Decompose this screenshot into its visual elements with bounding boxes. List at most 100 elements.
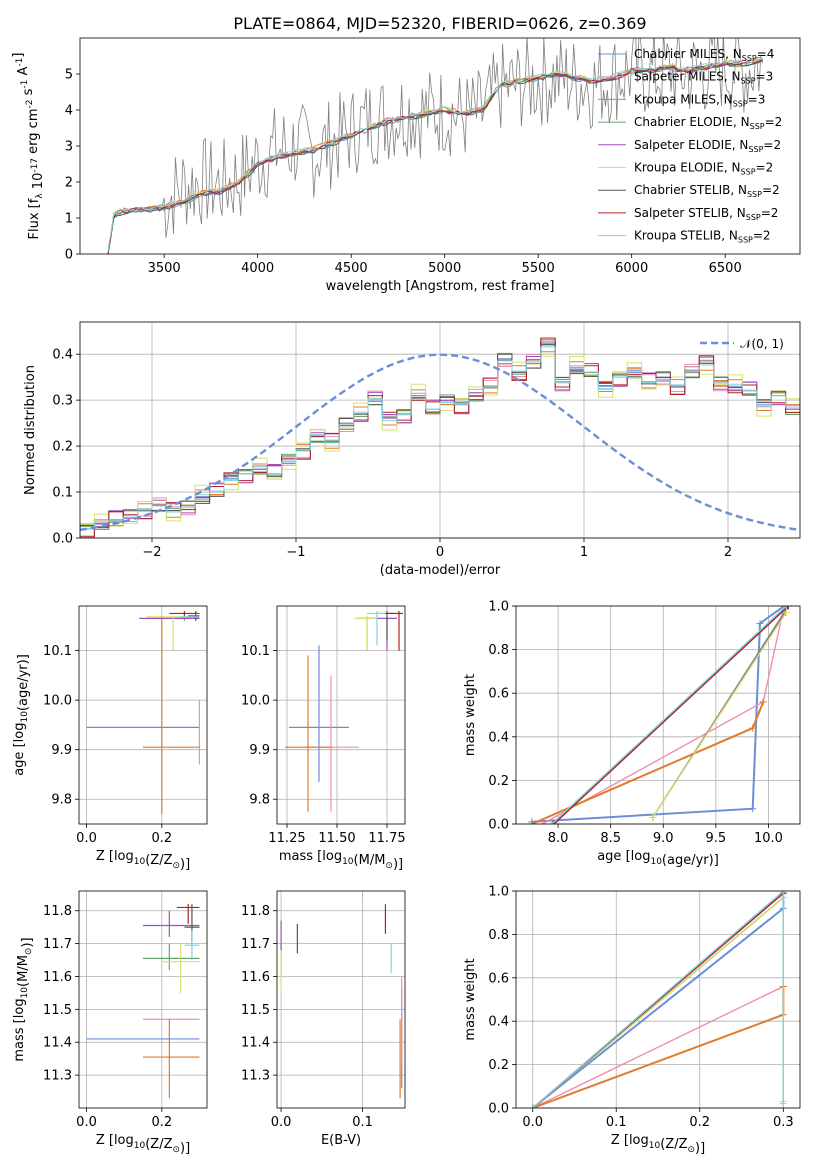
axis-label-part: Flux [ (27, 203, 42, 239)
massweight-marker (759, 698, 767, 706)
chart-age-vs-Z: 0.0 0.29.89.910.010.1Z [log10(Z/Z⊙)]age [… (12, 605, 208, 872)
y-tick-label: 11.5 (241, 1003, 270, 1018)
massweight-marker (548, 820, 556, 824)
errorbar-8 (367, 610, 385, 646)
axis-label-part: age [ (12, 742, 27, 775)
axis-label-part: log (322, 849, 342, 864)
axis-label-part: -2 (25, 100, 35, 109)
axis-label-part: log (12, 723, 27, 743)
errorbar-7 (387, 610, 403, 651)
chart-mass-vs-Z: 0.0 0.211.311.411.511.611.711.8Z [log10(Z… (12, 890, 208, 1156)
plot-area (80, 337, 800, 538)
legend-subscript: SSP (746, 213, 761, 222)
y-tick-label: 0.0 (488, 1102, 509, 1117)
massweight-marker (538, 820, 546, 824)
axis-label-part: log (629, 1133, 649, 1148)
axis-label-part: 10 (342, 857, 354, 867)
axis-label-part: mass [ (279, 849, 322, 864)
axis-label-part: Z [ (611, 1133, 629, 1148)
axis-label-part: log (631, 849, 651, 864)
y-tick-label: 5 (65, 68, 73, 83)
x-tick-label: −2 (142, 545, 161, 560)
errorbar-0 (289, 645, 349, 782)
massweight-marker (779, 1100, 787, 1108)
axis-label-part: ⊙ (172, 1145, 180, 1155)
axis-label-part: log (114, 1133, 134, 1148)
massweight-line-8 (532, 891, 784, 1108)
chart-massweight-vs-age: 8.0 8.5 9.0 9.5 10.0 0.0 0.2 0.4 0.6 0.8 1.0 age [l… (463, 600, 801, 868)
legend-model-name: Chabrier MILES, N (634, 47, 742, 61)
y-tick-label: 1.0 (488, 600, 509, 615)
axis-label-part: mass [ (12, 1018, 27, 1061)
x-tick-label: 8.0 (548, 831, 569, 846)
massweight-marker (528, 820, 536, 824)
x-tick-label: 0.1 (606, 1115, 627, 1130)
errorbar-6 (188, 610, 200, 621)
y-tick-label: 0.0 (52, 532, 73, 547)
x-tick-label: 10.0 (754, 831, 783, 846)
axes-frame (79, 37, 801, 255)
legend-label-1: Salpeter MILES, NSSP=3 (634, 70, 773, 86)
massweight-marker (779, 891, 787, 895)
axis-label-part: wavelength [Angstrom, rest frame] (326, 279, 555, 294)
y-axis-label: age [log10(age/yr)] (12, 654, 31, 776)
chart-residuals: −2 −1 0 1 2 0.0 0.1 0.2 0.3 0.4 (data-model)/error… (23, 321, 801, 578)
legend-model-name: Chabrier STELIB, N (634, 183, 747, 197)
axis-label-part: M (374, 853, 385, 868)
x-tick-label: −1 (286, 545, 305, 560)
legend-nssp-value: =3 (756, 70, 774, 84)
errorbar-2 (143, 1019, 200, 1099)
y-tick-label: 0.6 (488, 971, 509, 986)
axis-label-part: (age/yr)] (662, 853, 719, 868)
legend-subscript: SSP (747, 190, 762, 199)
y-tick-label: 10.1 (241, 644, 270, 659)
y-tick-label: 11.3 (241, 1069, 270, 1084)
y-tick-label: 1 (65, 212, 73, 227)
y-tick-label: 10.0 (241, 694, 270, 709)
massweight-marker (749, 724, 757, 732)
y-tick-label: 9.9 (51, 743, 72, 758)
y-tick-label: 0.2 (488, 1058, 509, 1073)
y-axis-label: Flux [fλ 10-17 erg cm-2 s-1 A-1] (11, 53, 46, 240)
axis-label-part: Z (164, 1137, 173, 1152)
legend-model-name: Kroupa MILES, N (634, 92, 733, 106)
x-tick-label: 4500 (335, 261, 368, 276)
y-tick-label: 0.8 (488, 928, 509, 943)
errorbar-7 (169, 610, 200, 616)
chart-massweight-vs-Z: 0.0 0.1 0.2 0.3 0.0 0.2 0.4 0.6 0.8 1.0 Z [log10(Z… (463, 885, 801, 1156)
axis-label-part: 10 (31, 173, 46, 190)
x-tick-label: 11.25 (268, 831, 305, 846)
x-tick-label: 0.2 (151, 1115, 172, 1130)
legend-nssp-value: =2 (762, 183, 780, 197)
plot-area (107, 38, 763, 254)
axis-label-part: log (114, 849, 134, 864)
axis-label-part: 10 (20, 987, 30, 999)
errorbar-2 (143, 615, 200, 815)
x-tick-label: 9.0 (653, 831, 674, 846)
x-tick-label: 0.0 (76, 1115, 97, 1130)
plot-area (285, 610, 403, 812)
y-tick-label: 9.9 (249, 743, 270, 758)
x-tick-label: 0.0 (522, 1115, 543, 1130)
legend-model-name: Salpeter MILES, N (634, 70, 741, 84)
axis-label-part: -1 (15, 58, 25, 67)
x-tick-label: 3500 (148, 261, 181, 276)
axes-frame (515, 890, 801, 1109)
axis-label-part: λ (35, 193, 45, 199)
errorbar-2 (285, 655, 331, 812)
errorbar-8 (180, 615, 200, 619)
axis-label-part: Z [ (96, 1133, 114, 1148)
legend-model-name: Kroupa STELIB, N (634, 229, 738, 243)
legend-nssp-value: =2 (763, 138, 781, 152)
y-tick-label: 0.4 (52, 348, 73, 363)
y-tick-label: 0 (65, 248, 73, 263)
y-tick-label: 11.4 (43, 1036, 72, 1051)
massweight-marker (549, 820, 557, 824)
y-tick-label: 11.7 (241, 937, 270, 952)
x-tick-label: 2 (724, 545, 732, 560)
x-tick-label: 11.50 (318, 831, 355, 846)
axis-label-part: 10 (134, 857, 146, 867)
errorbar-7 (176, 904, 200, 924)
